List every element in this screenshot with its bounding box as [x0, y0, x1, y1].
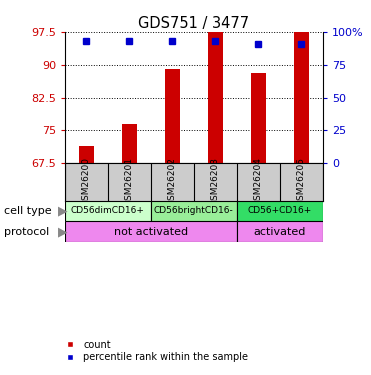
Text: protocol: protocol: [4, 226, 49, 237]
Text: CD56dimCD16+: CD56dimCD16+: [71, 207, 145, 215]
Bar: [237, 201, 323, 221]
Bar: [79, 146, 94, 163]
Text: activated: activated: [254, 226, 306, 237]
Text: CD56brightCD16-: CD56brightCD16-: [154, 207, 234, 215]
Text: GSM26205: GSM26205: [297, 158, 306, 206]
Text: GSM26201: GSM26201: [125, 158, 134, 206]
Text: GSM26200: GSM26200: [82, 158, 91, 206]
Text: GSM26203: GSM26203: [211, 158, 220, 206]
Legend: count, percentile rank within the sample: count, percentile rank within the sample: [57, 336, 252, 366]
Text: GSM26204: GSM26204: [254, 158, 263, 206]
Text: cell type: cell type: [4, 206, 51, 216]
Bar: [151, 201, 237, 221]
Bar: [65, 221, 237, 242]
Bar: [251, 74, 266, 163]
Bar: [208, 32, 223, 163]
Text: not activated: not activated: [114, 226, 188, 237]
Text: ▶: ▶: [58, 204, 67, 218]
Text: GSM26202: GSM26202: [168, 158, 177, 206]
Text: CD56+CD16+: CD56+CD16+: [248, 207, 312, 215]
Title: GDS751 / 3477: GDS751 / 3477: [138, 16, 249, 31]
Bar: [294, 32, 309, 163]
Bar: [122, 124, 137, 163]
Bar: [165, 69, 180, 163]
Text: ▶: ▶: [58, 225, 67, 238]
Bar: [65, 201, 151, 221]
Bar: [237, 221, 323, 242]
